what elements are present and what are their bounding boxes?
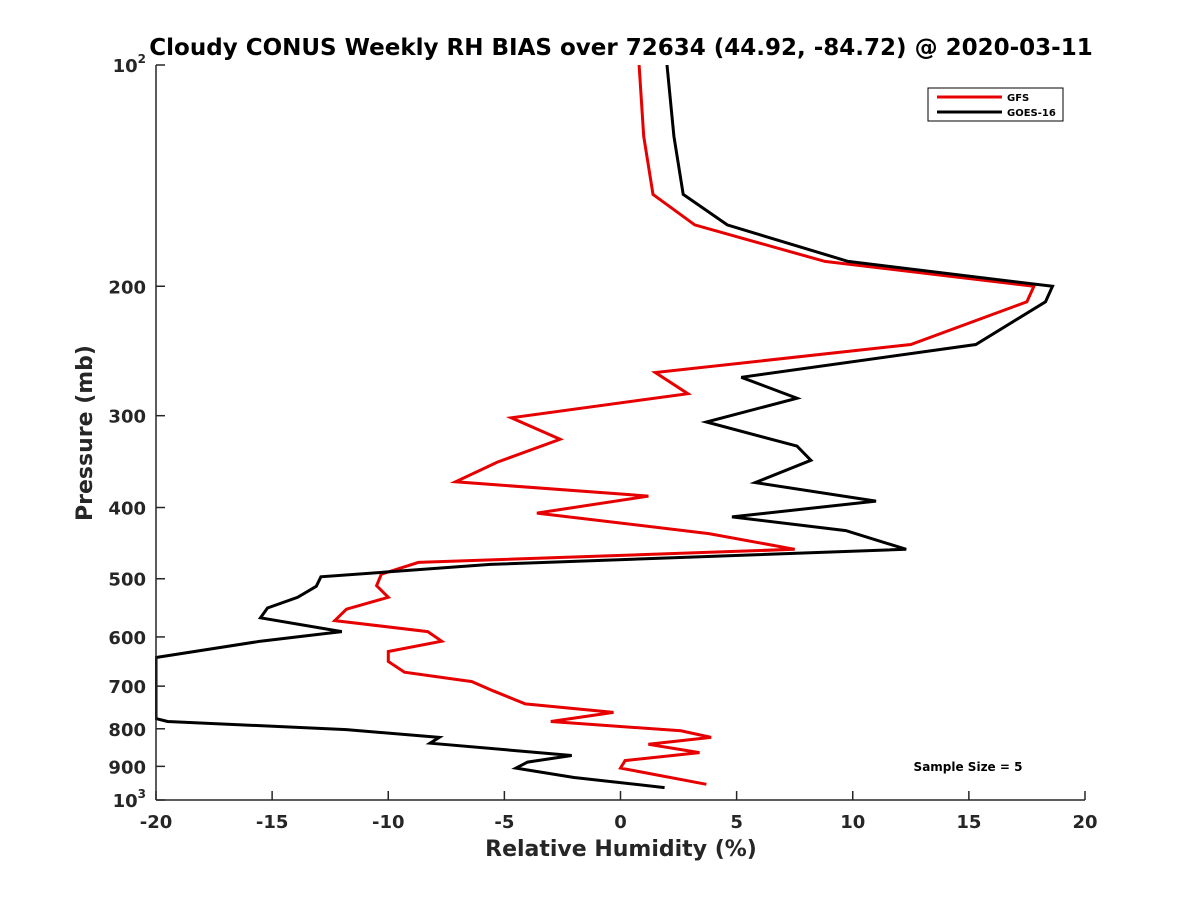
x-axis-ticks: -20 -15 -10 -5 0 5 10 15 20: [140, 791, 1098, 833]
x-tick-label: -20: [140, 812, 173, 833]
plot-frame: [156, 65, 1085, 800]
y-tick-label: 300: [108, 407, 146, 428]
legend-entries: GFS GOES-16: [937, 93, 1056, 119]
chart-title: Cloudy CONUS Weekly RH BIAS over 72634 (…: [149, 35, 1092, 61]
x-tick-label: -5: [494, 812, 514, 833]
y-tick-label: 600: [108, 628, 146, 649]
x-tick-label: -10: [372, 812, 405, 833]
y-tick-label: 500: [108, 570, 146, 591]
y-tick-label: 800: [108, 720, 146, 741]
y-tick-label: 700: [108, 677, 146, 698]
sample-size-annotation: Sample Size = 5: [914, 760, 1023, 774]
y-tick-label: 900: [108, 757, 146, 778]
series-line-goes-16: [155, 65, 1055, 790]
x-axis-label: Relative Humidity (%): [485, 837, 757, 862]
y-axis-label: Pressure (mb): [73, 345, 98, 521]
y-tick-label: 103: [113, 787, 146, 812]
x-tick-label: -15: [256, 812, 289, 833]
y-tick-label: 200: [108, 277, 146, 298]
series-layer: [155, 65, 1055, 790]
x-tick-label: 10: [840, 812, 865, 833]
y-tick-label: 400: [108, 499, 146, 520]
series-line-gfs: [331, 65, 1037, 786]
x-tick-label: 15: [956, 812, 981, 833]
legend: GFS GOES-16: [927, 87, 1064, 122]
legend-label: GOES-16: [1007, 108, 1056, 119]
legend-box: [927, 87, 1064, 122]
y-tick-label: 102: [113, 52, 146, 77]
x-tick-label: 0: [614, 812, 627, 833]
x-tick-label: 20: [1072, 812, 1097, 833]
y-axis-ticks: 102 200 300 400 500 600 700 800 900 103: [108, 52, 165, 812]
legend-label: GFS: [1007, 93, 1029, 104]
x-tick-label: 5: [730, 812, 743, 833]
